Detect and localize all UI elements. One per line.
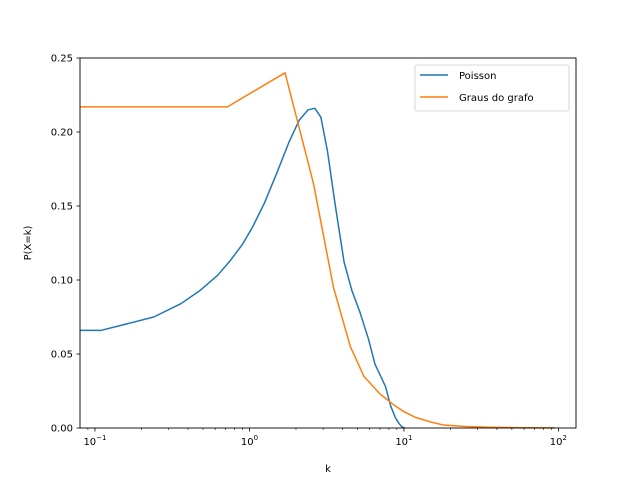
series-line-graus-do-grafo [80,72,555,429]
y-axis-label: P(X=k) [23,225,34,260]
y-tick-label: 0.20 [51,128,73,139]
legend-box [414,64,570,112]
series-line-poisson [80,107,405,429]
series-layer [80,72,555,429]
x-tick-label: 100 [241,434,258,448]
legend-label-graus-do-grafo: Graus do grafo [459,93,534,104]
x-tick-label: 10−1 [83,434,106,448]
legend: Poisson Graus do grafo [414,64,570,112]
legend-label-poisson: Poisson [459,71,496,82]
x-tick-label: 102 [550,434,567,448]
tick-layer: 10−1 100 101 102 0.00 0.05 0.10 0.15 0.20 0.25 [51,54,567,449]
y-tick-label: 0.00 [51,424,73,435]
x-axis-label: k [325,464,331,475]
plot-frame [79,57,577,429]
y-tick-label: 0.10 [51,276,73,287]
x-tick-label: 101 [395,434,412,448]
y-tick-label: 0.25 [51,54,73,65]
y-tick-label: 0.05 [51,350,73,361]
y-tick-label: 0.15 [51,202,73,213]
